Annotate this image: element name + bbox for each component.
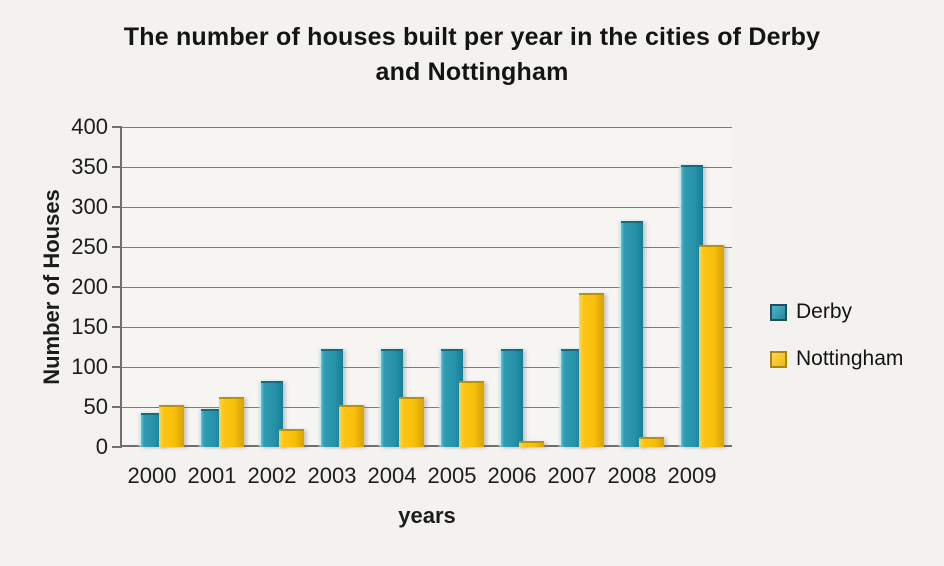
bar-derby-2001 (201, 409, 223, 447)
bar-derby-2009 (681, 165, 703, 447)
x-axis-title: years (398, 503, 456, 528)
bar-nottingham-2000 (159, 405, 184, 447)
y-axis-line (120, 126, 122, 448)
gridline-250 (122, 246, 732, 248)
gridline-50 (122, 406, 732, 408)
x-tick-label-2004: 2004 (367, 463, 417, 488)
y-tick-label-300: 300 (71, 194, 108, 219)
bar-nottingham-2006 (519, 441, 544, 447)
bar-derby-2000 (141, 413, 163, 447)
y-tick-mark-100 (112, 366, 121, 368)
x-tick-label-2009: 2009 (667, 463, 717, 488)
bar-derby-2003 (321, 349, 343, 447)
x-tick-label-2008: 2008 (607, 463, 657, 488)
bar-nottingham-2007 (579, 293, 604, 447)
y-tick-label-150: 150 (71, 314, 108, 339)
legend-item-derby: Derby (770, 300, 903, 324)
y-tick-label-50: 50 (83, 394, 108, 419)
x-tick-label-2003: 2003 (307, 463, 357, 488)
y-tick-mark-150 (112, 326, 121, 328)
bar-nottingham-2003 (339, 405, 364, 447)
bar-nottingham-2004 (399, 397, 424, 447)
x-tick-label-2007: 2007 (547, 463, 597, 488)
nottingham-swatch-icon (770, 350, 787, 368)
y-tick-label-200: 200 (71, 274, 108, 299)
gridline-150 (122, 326, 732, 328)
bar-nottingham-2005 (459, 381, 484, 447)
plot-area (122, 127, 732, 447)
bar-derby-2002 (261, 381, 283, 447)
legend-label-derby: Derby (796, 300, 853, 323)
bar-derby-2004 (381, 349, 403, 447)
legend-item-nottingham: Nottingham (770, 347, 903, 371)
y-tick-mark-350 (112, 166, 121, 168)
x-tick-label-2006: 2006 (487, 463, 537, 488)
y-tick-label-100: 100 (71, 354, 108, 379)
bar-derby-2006 (501, 349, 523, 447)
bar-derby-2008 (621, 221, 643, 447)
bar-nottingham-2002 (279, 429, 304, 447)
y-tick-label-250: 250 (71, 234, 108, 259)
legend: Derby Nottingham (770, 300, 903, 394)
y-tick-mark-50 (112, 406, 121, 408)
gridline-350 (122, 166, 732, 168)
bar-nottingham-2001 (219, 397, 244, 447)
x-tick-label-2001: 2001 (187, 463, 237, 488)
bar-nottingham-2009 (699, 245, 724, 447)
chart-title: The number of houses built per year in t… (123, 23, 821, 86)
gridline-100 (122, 366, 732, 368)
bar-derby-2005 (441, 349, 463, 447)
y-tick-label-0: 0 (95, 434, 108, 459)
gridline-400 (122, 127, 732, 128)
legend-label-nottingham: Nottingham (796, 347, 904, 370)
gridline-300 (122, 206, 732, 208)
x-tick-label-2005: 2005 (427, 463, 477, 488)
derby-swatch-icon (770, 303, 787, 321)
y-tick-mark-300 (112, 206, 121, 208)
gridline-200 (122, 286, 732, 288)
gridline-0 (122, 445, 732, 447)
y-tick-mark-400 (112, 126, 121, 128)
y-tick-mark-200 (112, 286, 121, 288)
y-tick-label-400: 400 (71, 114, 108, 139)
bar-nottingham-2008 (639, 437, 664, 447)
y-tick-mark-0 (112, 446, 121, 448)
bar-derby-2007 (561, 349, 583, 447)
x-tick-label-2000: 2000 (127, 463, 177, 488)
x-tick-label-2002: 2002 (247, 463, 297, 488)
y-tick-mark-250 (112, 246, 121, 248)
y-tick-label-350: 350 (71, 154, 108, 179)
